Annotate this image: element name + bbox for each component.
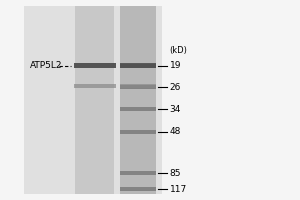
Bar (24, 6, 162, 194)
Text: 34: 34 (169, 104, 181, 114)
Bar (75, 6, 114, 194)
Bar (74, 63, 116, 68)
Bar (120, 107, 156, 111)
Text: 19: 19 (169, 62, 181, 71)
Bar (120, 84, 156, 88)
Text: (kD): (kD) (169, 46, 188, 55)
Bar (120, 171, 156, 175)
Text: 26: 26 (169, 83, 181, 92)
Bar (120, 85, 156, 89)
Bar (120, 130, 156, 134)
Text: 117: 117 (169, 184, 187, 194)
Text: 85: 85 (169, 168, 181, 178)
Bar (74, 84, 116, 88)
Bar (120, 64, 156, 68)
Text: ATP5L2: ATP5L2 (30, 61, 62, 70)
Bar (120, 187, 156, 191)
Text: 48: 48 (169, 128, 181, 136)
Bar (120, 63, 156, 68)
Bar (120, 6, 156, 194)
